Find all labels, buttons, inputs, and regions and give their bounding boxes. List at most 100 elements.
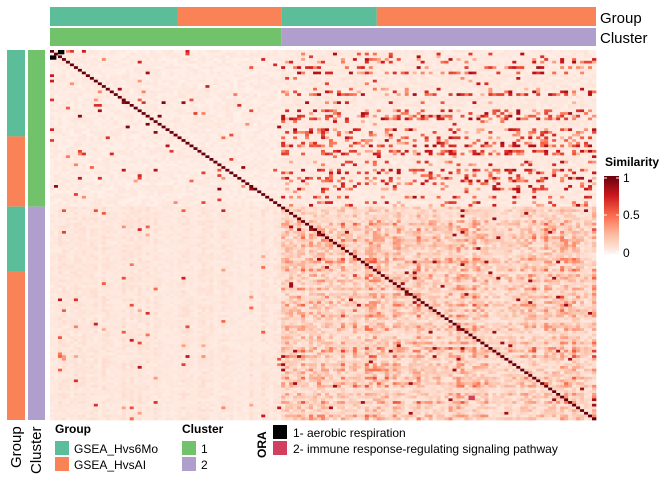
heatmap-cell [277,87,282,91]
heatmap-cell [97,50,103,54]
heatmap-cell [225,93,230,97]
heatmap-cell [65,120,71,124]
heatmap-cell [480,133,485,137]
heatmap-cell [281,106,286,110]
heatmap-cell [285,109,290,113]
heatmap-cell [496,101,501,105]
heatmap-cell [225,114,230,118]
heatmap-cell [448,63,453,67]
heatmap-cell [149,104,154,108]
heatmap-cell [460,52,465,56]
heatmap-cell [456,112,461,116]
heatmap-cell [145,77,150,81]
heatmap-cell [540,66,545,70]
heatmap-cell [57,112,63,116]
heatmap-cell [552,125,557,129]
heatmap-cell [145,66,150,70]
heatmap-cell [277,79,282,83]
heatmap-cell [396,117,402,121]
heatmap-cell [125,77,131,81]
heatmap-cell [368,68,374,72]
heatmap-cell [121,52,127,56]
heatmap-cell [265,82,270,86]
heatmap-cell [165,58,170,62]
heatmap-cell [544,136,549,140]
heatmap-cell [161,55,166,59]
heatmap-cell [309,95,314,99]
heatmap-cell [57,114,63,118]
heatmap-cell [544,93,549,97]
heatmap-cell [580,144,585,148]
heatmap-cell [153,58,158,62]
heatmap-cell [257,122,262,126]
heatmap-cell [536,109,541,113]
heatmap-cell [336,77,342,81]
heatmap-cell [177,98,182,102]
heatmap-cell [201,101,206,105]
heatmap-cell [169,82,174,86]
heatmap-cell [352,98,358,102]
heatmap-cell [305,106,310,110]
heatmap-cell [185,87,190,91]
heatmap-cell [572,79,577,83]
heatmap-cell [476,79,481,83]
heatmap-cell [344,125,350,129]
heatmap-cell [520,52,525,56]
heatmap-cell [520,82,525,86]
heatmap-cell [548,133,553,137]
heatmap-cell [572,55,577,59]
heatmap-cell [372,52,378,56]
heatmap-cell [109,136,115,140]
heatmap-cell [213,90,218,94]
heatmap-cell [305,125,310,129]
heatmap-cell [512,122,517,126]
heatmap-cell [580,79,585,83]
heatmap-cell [412,141,418,145]
heatmap-cell [277,85,282,89]
heatmap-cell [480,68,485,72]
heatmap-cell [368,50,374,54]
heatmap-cell [556,128,561,132]
heatmap-cell [328,122,334,126]
heatmap-cell [556,114,561,118]
heatmap-cell [181,79,186,83]
heatmap-cell [281,90,286,94]
heatmap-cell [428,79,433,83]
heatmap-cell [225,139,230,143]
heatmap-cell [592,98,597,102]
heatmap-cell [249,144,254,148]
heatmap-cell [297,128,302,132]
heatmap-cell [376,71,382,75]
heatmap-cell [269,112,274,116]
heatmap-cell [321,131,326,135]
heatmap-cell [552,144,557,148]
heatmap-cell [388,101,394,105]
heatmap-cell [229,85,234,89]
heatmap-cell [309,98,314,102]
heatmap-cell [149,101,154,105]
heatmap-cell [105,90,111,94]
heatmap-cell [432,95,437,99]
heatmap-cell [468,139,473,143]
heatmap-cell [257,50,262,54]
heatmap-cell [588,74,593,78]
heatmap-cell [297,93,302,97]
heatmap-cell [61,66,67,70]
heatmap-cell [93,141,99,145]
heatmap-cell [233,136,238,140]
heatmap-cell [297,50,302,54]
heatmap-cell [53,79,59,83]
heatmap-cell [592,133,597,137]
heatmap-cell [125,79,131,83]
heatmap-cell [249,55,254,59]
heatmap-cell [241,147,246,151]
heatmap-cell [321,109,326,113]
heatmap-cell [520,144,525,148]
heatmap-cell [468,125,473,129]
heatmap-cell [233,71,238,75]
heatmap-cell [121,125,127,129]
heatmap-cell [412,77,418,81]
heatmap-cell [65,147,71,151]
heatmap-cell [456,68,461,72]
heatmap-cell [444,63,449,67]
